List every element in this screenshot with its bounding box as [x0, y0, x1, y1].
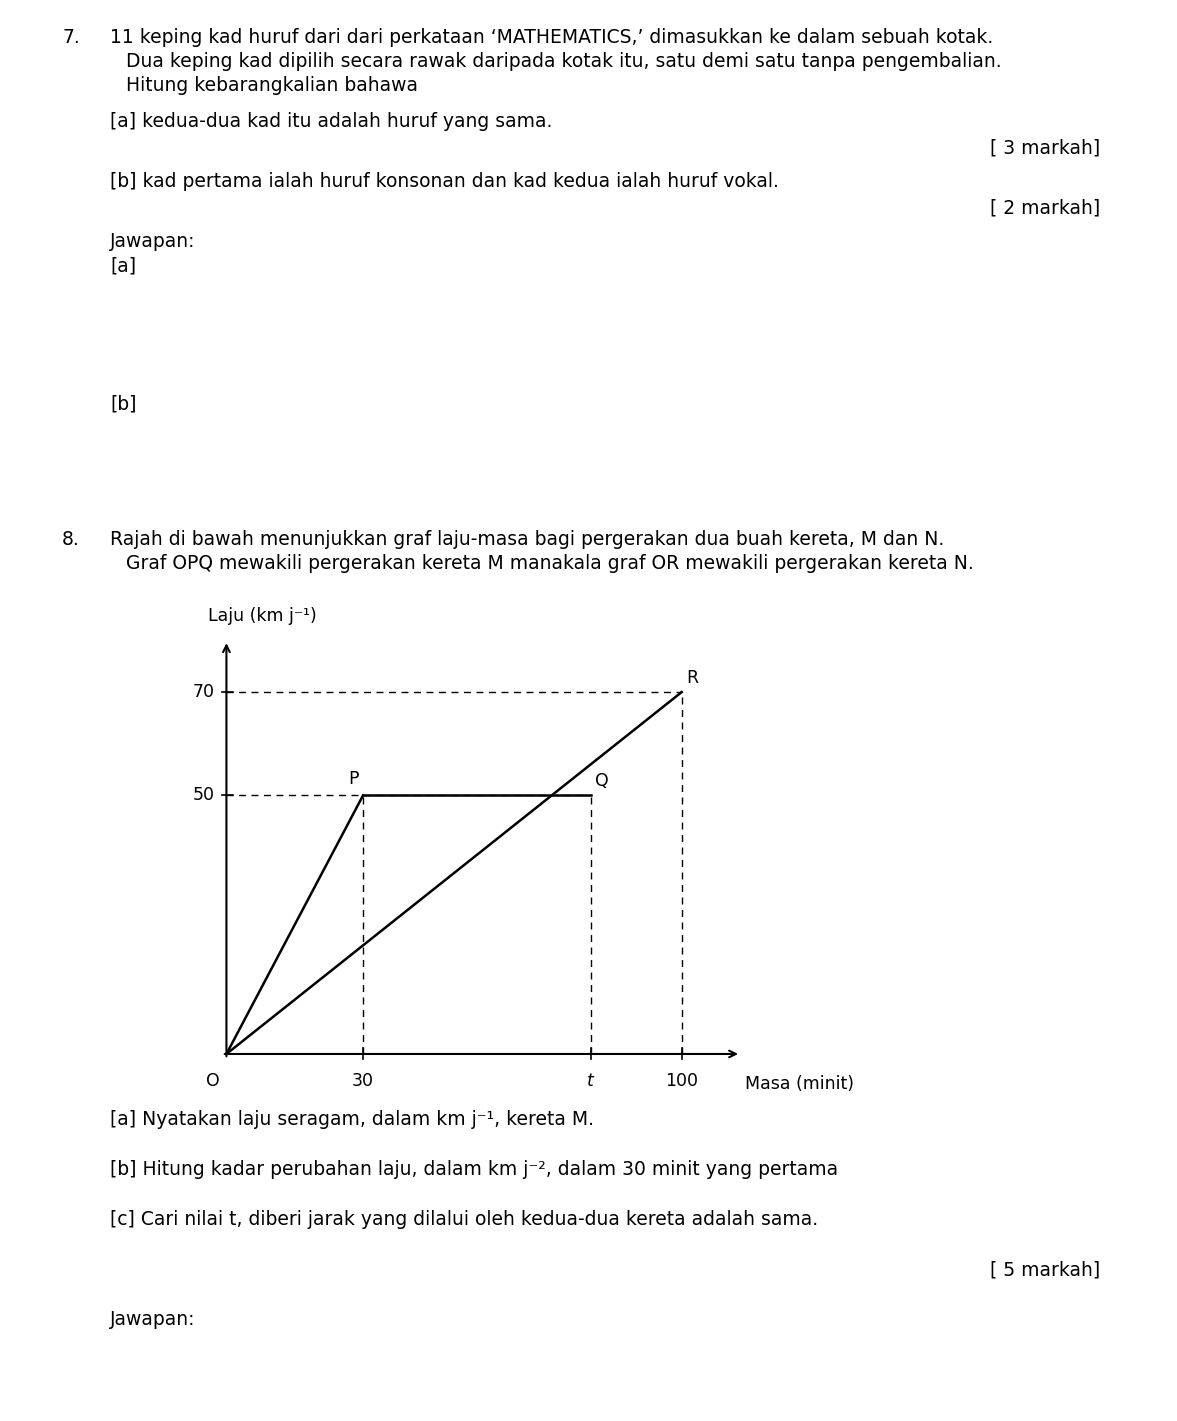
Text: [c] Cari nilai t, diberi jarak yang dilalui oleh kedua-dua kereta adalah sama.: [c] Cari nilai t, diberi jarak yang dila… — [109, 1211, 818, 1229]
Text: Masa (minit): Masa (minit) — [745, 1074, 855, 1093]
Text: 8.: 8. — [62, 530, 80, 549]
Text: [ 5 markah]: [ 5 markah] — [990, 1260, 1100, 1279]
Text: [a] Nyatakan laju seragam, dalam km j⁻¹, kereta M.: [a] Nyatakan laju seragam, dalam km j⁻¹,… — [109, 1110, 594, 1130]
Text: [ 3 markah]: [ 3 markah] — [990, 138, 1100, 156]
Text: 7.: 7. — [62, 28, 80, 47]
Text: [a]: [a] — [109, 257, 137, 276]
Text: [ 2 markah]: [ 2 markah] — [990, 198, 1100, 217]
Text: 50: 50 — [193, 786, 215, 804]
Text: t: t — [587, 1071, 594, 1090]
Text: R: R — [686, 669, 698, 686]
Text: Jawapan:: Jawapan: — [109, 1310, 195, 1329]
Text: Jawapan:: Jawapan: — [109, 232, 195, 252]
Text: [b]: [b] — [109, 395, 137, 414]
Text: [b] kad pertama ialah huruf konsonan dan kad kedua ialah huruf vokal.: [b] kad pertama ialah huruf konsonan dan… — [109, 172, 779, 190]
Text: [a] kedua-dua kad itu adalah huruf yang sama.: [a] kedua-dua kad itu adalah huruf yang … — [109, 112, 552, 131]
Text: 70: 70 — [193, 684, 215, 701]
Text: Q: Q — [596, 772, 609, 790]
Text: Rajah di bawah menunjukkan graf laju-masa bagi pergerakan dua buah kereta, M dan: Rajah di bawah menunjukkan graf laju-mas… — [109, 530, 944, 549]
Text: Laju (km j⁻¹): Laju (km j⁻¹) — [208, 607, 317, 625]
Text: P: P — [348, 770, 359, 787]
Text: Hitung kebarangkalian bahawa: Hitung kebarangkalian bahawa — [126, 75, 418, 95]
Text: 30: 30 — [352, 1071, 374, 1090]
Text: Graf OPQ mewakili pergerakan kereta M manakala graf OR mewakili pergerakan keret: Graf OPQ mewakili pergerakan kereta M ma… — [126, 554, 973, 573]
Text: Dua keping kad dipilih secara rawak daripada kotak itu, satu demi satu tanpa pen: Dua keping kad dipilih secara rawak dari… — [126, 53, 1002, 71]
Text: 100: 100 — [665, 1071, 698, 1090]
Text: 11 keping kad huruf dari dari perkataan ‘MATHEMATICS,’ dimasukkan ke dalam sebua: 11 keping kad huruf dari dari perkataan … — [109, 28, 993, 47]
Text: O: O — [206, 1071, 220, 1090]
Text: [b] Hitung kadar perubahan laju, dalam km j⁻², dalam 30 minit yang pertama: [b] Hitung kadar perubahan laju, dalam k… — [109, 1160, 838, 1179]
